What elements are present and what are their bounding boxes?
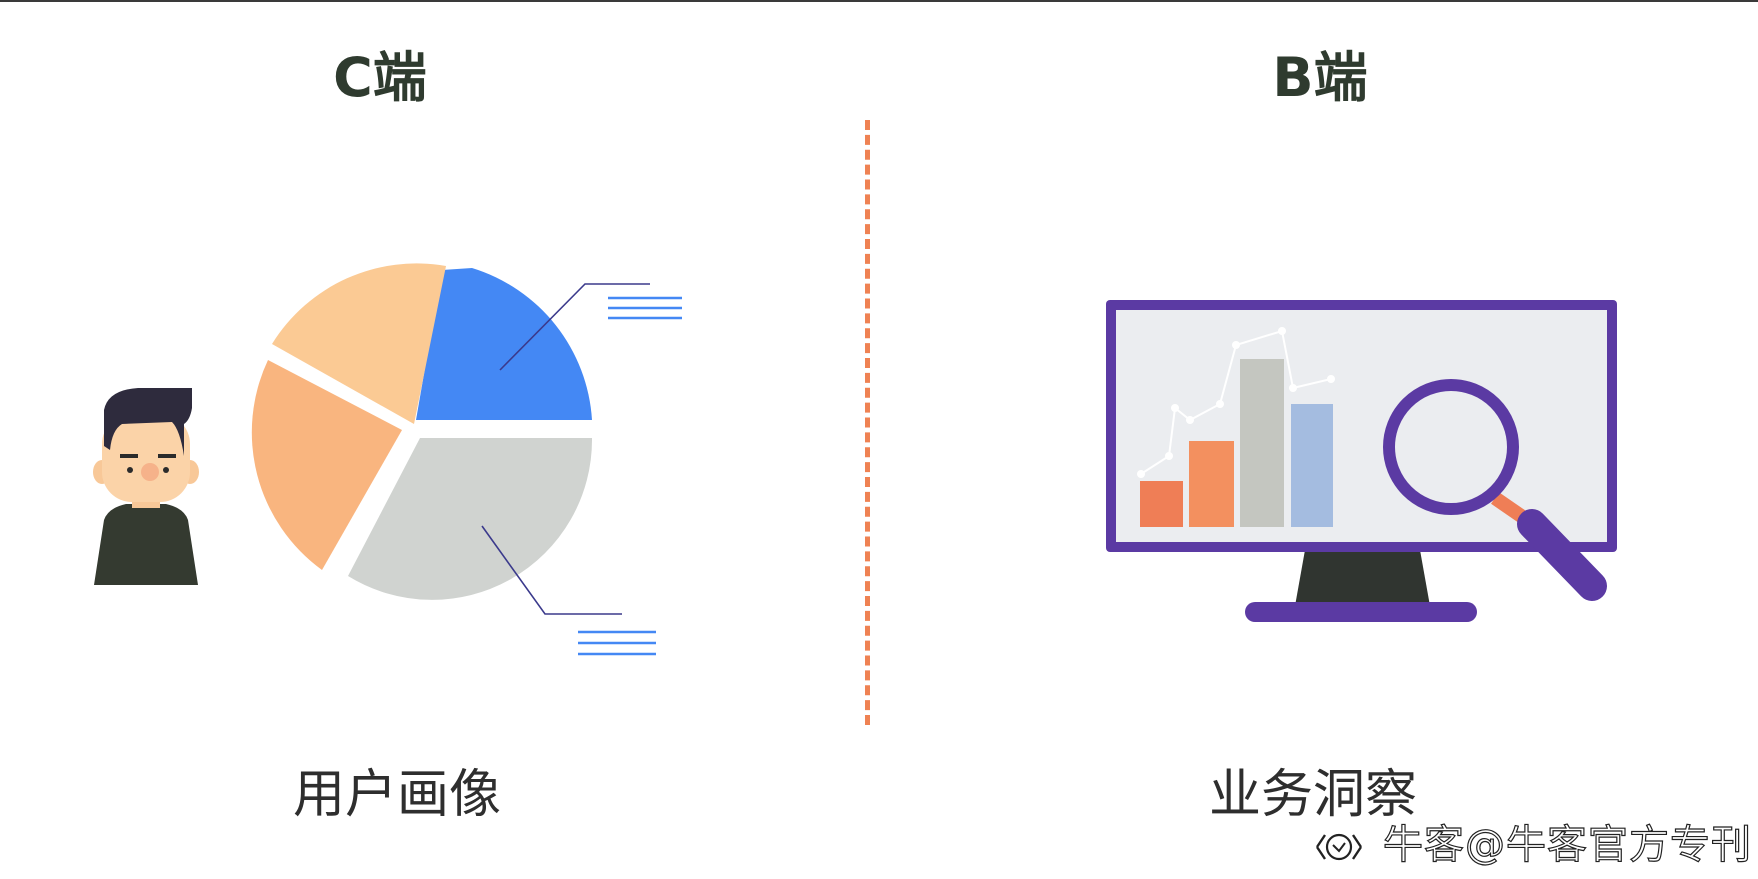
pie-callout-bottom [481,525,622,615]
chart-bar-3 [1240,359,1284,527]
pie-slice-blue [416,268,592,420]
center-dashed-divider [865,120,870,725]
monitor-base [1245,602,1477,622]
b-side-caption: 业务洞察 [1208,765,1417,825]
monitor-stand [1295,550,1430,606]
watermark-text: 牛客@牛客官方专刊 [1382,821,1752,868]
person-avatar-icon [93,388,199,585]
c-side-heading: C端 [333,46,427,109]
pie-slice-light-orange [272,263,446,424]
user-profile-pie-illustration [251,263,682,656]
niuke-logo-icon [1316,833,1363,861]
magnifier-icon [1383,379,1519,515]
chart-bar-2 [1189,441,1234,527]
b-side-heading: B端 [1272,46,1368,109]
business-insight-monitor-illustration [1106,300,1617,622]
chart-bar-4 [1291,404,1333,527]
top-border [0,0,1758,2]
pie-slice-gray [348,438,593,600]
magnifier-neck [1491,492,1528,524]
chart-bar-1 [1140,481,1183,527]
pie-slice-orange [251,360,402,570]
pie-callout-top [499,283,650,371]
magnifier-handle [1517,509,1607,601]
c-side-caption: 用户画像 [292,765,501,825]
watermark: 牛客@牛客官方专刊 [1313,817,1752,873]
